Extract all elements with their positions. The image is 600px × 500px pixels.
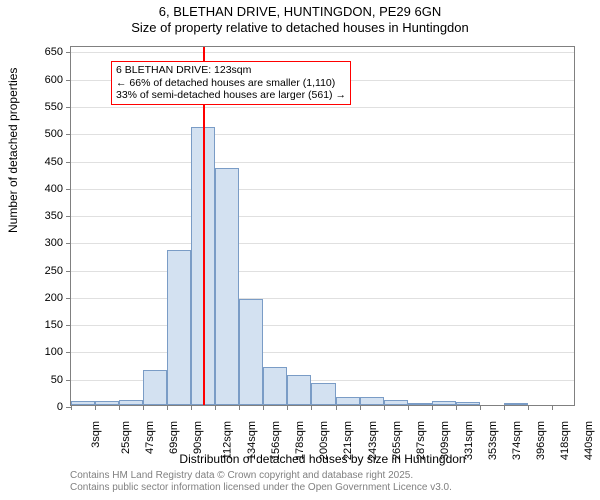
chart-container: 6, BLETHAN DRIVE, HUNTINGDON, PE29 6GN S…: [0, 0, 600, 500]
y-tick-mark: [66, 162, 71, 163]
x-tick-label: 440sqm: [583, 421, 595, 460]
attribution-line-1: Contains HM Land Registry data © Crown c…: [70, 470, 452, 482]
y-tick-mark: [66, 325, 71, 326]
histogram-bar: [384, 400, 408, 405]
x-tick-label: 47sqm: [144, 421, 156, 454]
grid-line: [71, 162, 574, 163]
annotation-box: 6 BLETHAN DRIVE: 123sqm ← 66% of detache…: [111, 61, 351, 105]
y-tick-label: 500: [45, 128, 63, 140]
grid-line: [71, 325, 574, 326]
y-tick-mark: [66, 189, 71, 190]
annotation-line-3: 33% of semi-detached houses are larger (…: [116, 89, 346, 102]
y-tick-mark: [66, 352, 71, 353]
plot-area: 0501001502002503003504004505005506006503…: [70, 46, 575, 406]
grid-line: [71, 298, 574, 299]
histogram-bar: [71, 401, 95, 405]
y-tick-label: 400: [45, 183, 63, 195]
x-tick-label: 69sqm: [168, 421, 180, 454]
chart-subtitle: Size of property relative to detached ho…: [0, 20, 600, 36]
x-tick-mark: [287, 405, 288, 410]
x-tick-mark: [311, 405, 312, 410]
x-tick-mark: [408, 405, 409, 410]
histogram-bar: [119, 400, 143, 405]
y-tick-mark: [66, 216, 71, 217]
x-tick-mark: [95, 405, 96, 410]
x-tick-mark: [191, 405, 192, 410]
title-block: 6, BLETHAN DRIVE, HUNTINGDON, PE29 6GN S…: [0, 4, 600, 37]
x-tick-mark: [263, 405, 264, 410]
x-tick-mark: [528, 405, 529, 410]
y-tick-label: 150: [45, 319, 63, 331]
annotation-line-2: ← 66% of detached houses are smaller (1,…: [116, 77, 346, 90]
y-tick-label: 450: [45, 156, 63, 168]
grid-line: [71, 189, 574, 190]
x-tick-label: 3sqm: [90, 421, 102, 448]
histogram-bar: [263, 367, 287, 405]
x-tick-mark: [167, 405, 168, 410]
chart-title: 6, BLETHAN DRIVE, HUNTINGDON, PE29 6GN: [0, 4, 600, 20]
histogram-bar: [432, 401, 456, 405]
grid-line: [71, 52, 574, 53]
x-tick-mark: [504, 405, 505, 410]
x-tick-mark: [143, 405, 144, 410]
y-tick-mark: [66, 298, 71, 299]
attribution: Contains HM Land Registry data © Crown c…: [70, 470, 452, 493]
y-tick-label: 100: [45, 346, 63, 358]
x-tick-mark: [480, 405, 481, 410]
histogram-bar: [167, 250, 191, 405]
x-tick-mark: [432, 405, 433, 410]
x-tick-mark: [215, 405, 216, 410]
x-tick-mark: [71, 405, 72, 410]
x-tick-label: 90sqm: [192, 421, 204, 454]
y-tick-label: 0: [57, 401, 63, 413]
grid-line: [71, 352, 574, 353]
grid-line: [71, 216, 574, 217]
x-tick-mark: [119, 405, 120, 410]
x-axis-label: Distribution of detached houses by size …: [70, 452, 575, 466]
attribution-line-2: Contains public sector information licen…: [70, 482, 452, 494]
histogram-bar: [456, 402, 480, 405]
histogram-bar: [239, 299, 263, 405]
y-tick-mark: [66, 271, 71, 272]
y-tick-label: 300: [45, 237, 63, 249]
y-tick-label: 50: [51, 374, 63, 386]
grid-line: [71, 134, 574, 135]
y-tick-mark: [66, 243, 71, 244]
x-tick-mark: [384, 405, 385, 410]
x-tick-mark: [360, 405, 361, 410]
grid-line: [71, 271, 574, 272]
y-tick-label: 650: [45, 46, 63, 58]
y-axis-label: Number of detached properties: [6, 68, 20, 233]
x-tick-mark: [336, 405, 337, 410]
histogram-bar: [408, 403, 432, 405]
histogram-bar: [504, 403, 528, 405]
annotation-line-1: 6 BLETHAN DRIVE: 123sqm: [116, 64, 346, 77]
grid-line: [71, 107, 574, 108]
x-tick-mark: [239, 405, 240, 410]
y-tick-mark: [66, 80, 71, 81]
histogram-bar: [360, 397, 384, 405]
y-tick-mark: [66, 107, 71, 108]
y-tick-mark: [66, 380, 71, 381]
y-tick-label: 350: [45, 210, 63, 222]
y-tick-label: 250: [45, 265, 63, 277]
x-tick-mark: [456, 405, 457, 410]
y-tick-label: 550: [45, 101, 63, 113]
y-tick-label: 200: [45, 292, 63, 304]
histogram-bar: [215, 168, 239, 405]
y-tick-label: 600: [45, 74, 63, 86]
histogram-bar: [311, 383, 335, 405]
grid-line: [71, 243, 574, 244]
y-tick-mark: [66, 52, 71, 53]
y-tick-mark: [66, 134, 71, 135]
histogram-bar: [143, 370, 167, 405]
x-tick-label: 25sqm: [120, 421, 132, 454]
histogram-bar: [336, 397, 360, 405]
x-tick-mark: [552, 405, 553, 410]
histogram-bar: [95, 401, 119, 405]
histogram-bar: [287, 375, 311, 405]
